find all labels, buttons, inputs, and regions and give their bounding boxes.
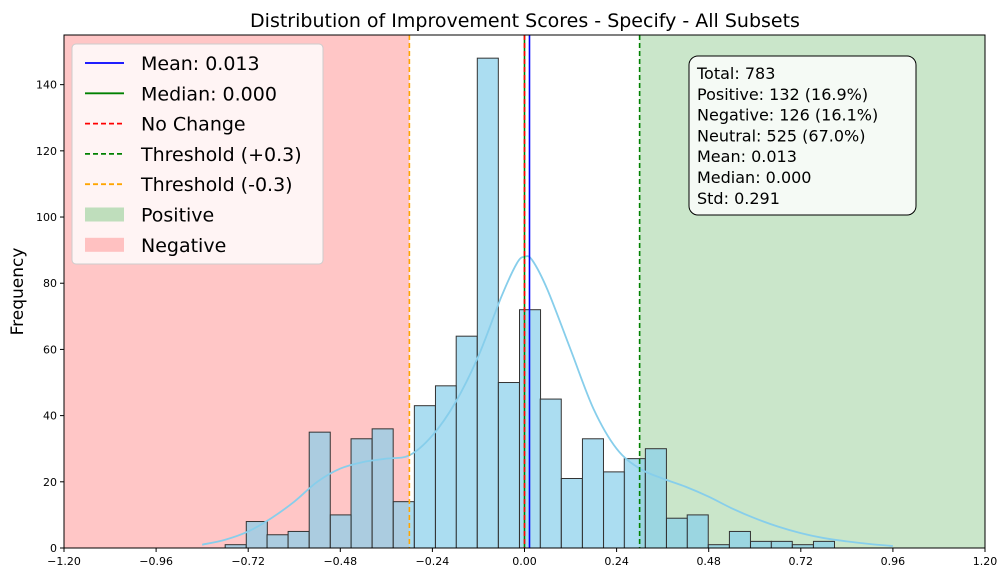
- histogram-bar: [812, 540, 835, 549]
- legend-label: Median: 0.000: [141, 83, 277, 105]
- histogram-bar: [413, 405, 436, 549]
- histogram-bar: [476, 57, 499, 549]
- histogram-bar: [686, 514, 709, 549]
- histogram-bar: [750, 540, 773, 549]
- x-tick-label: 1.20: [973, 555, 997, 568]
- legend-patch-swatch: [85, 207, 124, 222]
- histogram-bar: [497, 382, 520, 549]
- stats-line: Total: 783: [696, 64, 775, 83]
- y-tick-label: 140: [36, 79, 57, 92]
- histogram-bar: [728, 530, 751, 549]
- histogram-bar: [287, 530, 310, 549]
- histogram-bar: [392, 501, 415, 549]
- x-tick-label: −0.24: [416, 555, 450, 568]
- histogram-bar: [665, 517, 689, 549]
- legend-label: Threshold (+0.3): [140, 144, 302, 166]
- histogram-bar: [581, 438, 604, 549]
- stats-line: Mean: 0.013: [697, 147, 797, 166]
- legend-label: No Change: [141, 114, 246, 136]
- histogram-bar: [329, 514, 352, 549]
- x-tick-label: −0.96: [139, 555, 173, 568]
- stats-line: Positive: 132 (16.9%): [697, 85, 868, 104]
- legend-label: Positive: [141, 205, 214, 227]
- histogram-bar: [434, 385, 457, 549]
- legend: Mean: 0.013 Median: 0.000 No Change Thresho…: [71, 43, 324, 265]
- histogram-bar: [623, 458, 646, 549]
- y-tick-label: 0: [50, 542, 57, 555]
- y-tick-label: 80: [43, 277, 57, 290]
- chart-title: Distribution of Improvement Scores - Spe…: [250, 10, 800, 32]
- histogram-bar: [539, 398, 562, 549]
- stats-line: Neutral: 525 (67.0%): [697, 126, 865, 145]
- legend-label: Mean: 0.013: [141, 53, 260, 75]
- histogram-bar: [603, 471, 626, 549]
- x-tick-label: 0.72: [789, 555, 814, 568]
- x-tick-label: 0.24: [604, 555, 629, 568]
- stats-line: Negative: 126 (16.1%): [697, 106, 878, 125]
- histogram-bar: [308, 431, 331, 549]
- y-axis: 0 20 40 60 80 100 120 140: [36, 79, 64, 555]
- stats-box-frame: [688, 55, 917, 216]
- histogram-bar: [245, 521, 268, 549]
- legend-patch-swatch: [85, 237, 124, 252]
- legend-label: Negative: [141, 235, 226, 257]
- x-tick-label: −1.20: [47, 555, 81, 568]
- stats-box: Total: 783 Positive: 132 (16.9%) Negative:…: [688, 55, 917, 216]
- x-tick-label: 0.48: [696, 555, 721, 568]
- histogram-bar: [266, 534, 289, 549]
- histogram-bar: [770, 540, 793, 549]
- y-tick-label: 100: [36, 211, 57, 224]
- y-tick-label: 20: [43, 476, 57, 489]
- x-tick-label: 0.00: [512, 555, 537, 568]
- reference-lines-layer: [408, 35, 641, 548]
- y-axis-label: Frequency: [8, 248, 28, 336]
- y-tick-label: 120: [36, 145, 57, 158]
- histogram-bar: [350, 438, 373, 549]
- x-axis: −1.20 −0.96 −0.72 −0.48 −0.24 0.00 0.24 0.48 0.7…: [47, 548, 997, 568]
- y-tick-label: 60: [43, 343, 57, 356]
- x-tick-label: 0.96: [881, 555, 906, 568]
- stats-line: Median: 0.000: [697, 168, 811, 187]
- histogram-bar: [644, 448, 667, 549]
- x-tick-label: −0.72: [231, 555, 265, 568]
- histogram-bar: [371, 428, 394, 549]
- x-tick-label: −0.48: [323, 555, 357, 568]
- legend-label: Threshold (-0.3): [140, 174, 293, 196]
- legend-box: [71, 43, 324, 265]
- histogram-bar: [560, 477, 583, 549]
- kde-curve: [201, 255, 893, 547]
- stats-line: Std: 0.291: [697, 189, 780, 208]
- y-tick-label: 40: [43, 410, 57, 423]
